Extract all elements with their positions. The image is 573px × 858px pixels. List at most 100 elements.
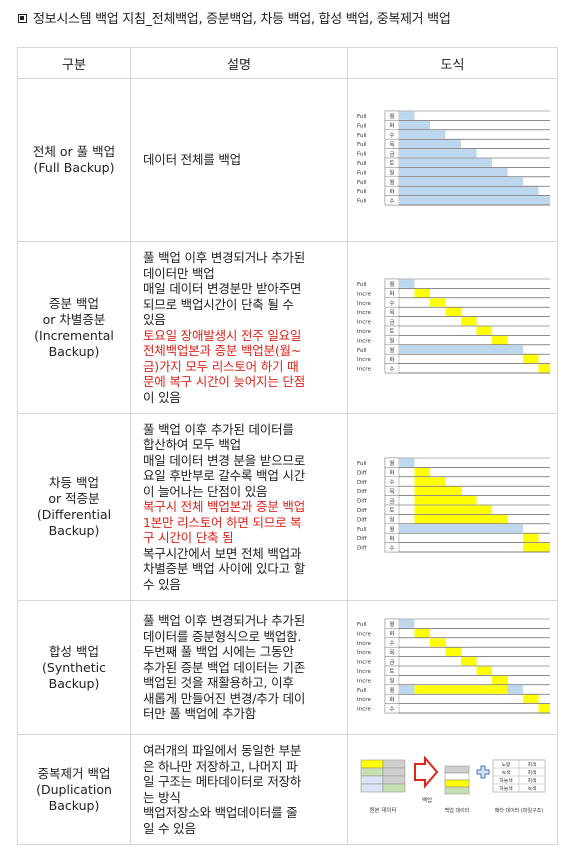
- source-block: [382, 767, 405, 776]
- desc-line: 복구시간에서 보면 전체 백업과: [143, 545, 302, 561]
- bar: [414, 477, 446, 486]
- desc-line: 이 있음: [143, 389, 181, 405]
- day-label: 화: [389, 188, 394, 195]
- metadata-cell-label: 회색: [527, 769, 536, 776]
- bar: [414, 467, 430, 477]
- bar: [430, 297, 446, 307]
- table-row: 합성 백업 (Synthetic Backup) 풀 백업 이후 변경되거나 추…: [17, 600, 558, 735]
- day-label: 월: [389, 112, 394, 120]
- desc-line: 백업저장소와 백업데이터를 줄: [143, 805, 298, 820]
- bar: [399, 186, 539, 196]
- day-label: 금: [389, 318, 394, 325]
- backup-type-label: Full: [357, 622, 367, 628]
- metadata-cell-label: 녹색: [501, 769, 510, 776]
- bar: [399, 130, 446, 139]
- arrow-icon: [413, 754, 438, 789]
- description-cell: 풀 백업 이후 변경되거나 추가된 데이터만 백업 매일 데이터 변경분만 받아…: [130, 241, 348, 414]
- backup-data-caption: 백업 데이터: [444, 807, 469, 814]
- day-cell: [384, 542, 400, 553]
- backup-type-label: Diff: [357, 536, 367, 542]
- bar: [399, 524, 523, 533]
- header-category: 구분: [17, 47, 131, 79]
- metadata-cell-label: 회색: [527, 777, 536, 784]
- backup-type-label: Full: [357, 687, 367, 693]
- description-cell: 풀 백업 이후 추가된 데이터를 합산하여 모두 백업 매일 데이터 변경 분을…: [130, 413, 348, 601]
- desc-line: 풀 백업 이후 변경되거나 추가된: [143, 250, 305, 265]
- day-label: 수: [389, 545, 394, 552]
- bar: [399, 279, 415, 288]
- day-label: 수: [389, 365, 394, 372]
- bar: [399, 177, 523, 186]
- category-cell: 중복제거 백업 (Duplication Backup): [17, 734, 131, 845]
- bar: [476, 666, 492, 675]
- bar: [476, 326, 492, 335]
- category-cell: 합성 백업 (Synthetic Backup): [17, 600, 131, 735]
- category-cell: 차등 백업 or 적증분 (Differential Backup): [17, 413, 131, 601]
- bar: [414, 288, 430, 297]
- desc-line: 수 있음: [143, 576, 181, 592]
- source-block: [382, 775, 405, 784]
- desc-line: 두번째 풀 백업 시에는 그동안: [143, 644, 294, 660]
- backup-type-label: Incre: [357, 650, 371, 656]
- backup-type-label: Full: [357, 527, 367, 533]
- table-row: 전체 or 풀 백업 (Full Backup) 데이터 전체를 백업 Full…: [17, 78, 558, 242]
- desc-line: 매일 데이터 변경 분을 받으므로: [143, 452, 305, 468]
- backup-type-label: Diff: [357, 480, 367, 486]
- bar: [430, 637, 446, 647]
- desc-line: 매일 데이터 변경분만 받아주면: [143, 281, 302, 296]
- incremental-backup-diagram: Full 월 Incre 화 Incre 수 Incre 목 Incre 금 Incre 토 Incre…: [357, 278, 555, 373]
- backup-type-label: Incre: [357, 706, 371, 712]
- bar: [538, 363, 554, 372]
- metadata-cell-label: 회색: [527, 761, 536, 768]
- day-label: 일: [389, 336, 394, 344]
- desc-line: 차별증분 백업 사이에 있다고 할: [143, 561, 305, 577]
- day-label: 수: [389, 132, 394, 139]
- day-label: 목: [389, 649, 394, 656]
- bar: [445, 307, 461, 316]
- bar: [399, 111, 415, 120]
- day-label: 화: [389, 470, 394, 477]
- bar: [399, 120, 430, 130]
- desc-line: 데이터를 증분형식으로 백업함.: [143, 628, 302, 644]
- backup-type-label: Full: [357, 123, 367, 129]
- metadata-cell-label: 노랑: [501, 761, 510, 768]
- bar: [461, 316, 477, 325]
- bar: [399, 344, 523, 354]
- plus-icon: [476, 765, 489, 778]
- backup-type-label: Full: [357, 142, 367, 148]
- day-label: 목: [389, 309, 394, 316]
- desc-line-highlight: 1본만 리스토어 하면 되므로 복: [143, 514, 302, 530]
- day-label: 토: [389, 328, 394, 335]
- page-title: 정보시스템 백업 지침_전체백업, 증분백업, 차등 백업, 합성 백업, 중복…: [18, 8, 451, 27]
- day-label: 화: [389, 630, 394, 637]
- backup-caption: 백업: [421, 796, 431, 804]
- description-cell: 데이터 전체를 백업: [130, 78, 348, 242]
- bar: [399, 167, 508, 177]
- bar: [461, 656, 477, 665]
- day-label: 화: [389, 356, 394, 363]
- day-label: 수: [389, 640, 394, 647]
- day-label: 화: [389, 696, 394, 703]
- category-name-en: (Duplication: [36, 781, 112, 797]
- source-block: [382, 783, 405, 792]
- bar: [414, 486, 461, 496]
- day-label: 수: [389, 479, 394, 486]
- backup-block: [444, 786, 469, 794]
- backup-type-label: Full: [357, 161, 367, 167]
- day-label: 금: [389, 151, 394, 158]
- day-label: 토: [389, 507, 394, 514]
- category-name-en: or 차별증분: [42, 311, 106, 327]
- bar: [399, 619, 415, 628]
- backup-type-label: Incre: [357, 329, 371, 335]
- desc-line: 데이터만 백업: [143, 265, 215, 281]
- desc-line: 일 수 있음: [143, 820, 196, 836]
- differential-backup-diagram: Full 월 Diff 화 Diff 수 Diff 목 Diff 금 Diff 토 Diff 일 Full 월…: [357, 457, 555, 553]
- desc-line-highlight: 전체백업본과 증분 백업분(월~: [143, 343, 302, 358]
- desc-line: 요일 후반부로 갈수록 백업 시간: [143, 468, 305, 484]
- day-cell: [384, 362, 400, 373]
- desc-line: 되므로 백업시간이 단축 될 수: [143, 296, 294, 312]
- category-name-en: (Full Backup): [33, 160, 115, 175]
- backup-type-label: Incre: [357, 640, 371, 646]
- source-block: [382, 759, 405, 768]
- backup-type-label: Diff: [357, 546, 367, 552]
